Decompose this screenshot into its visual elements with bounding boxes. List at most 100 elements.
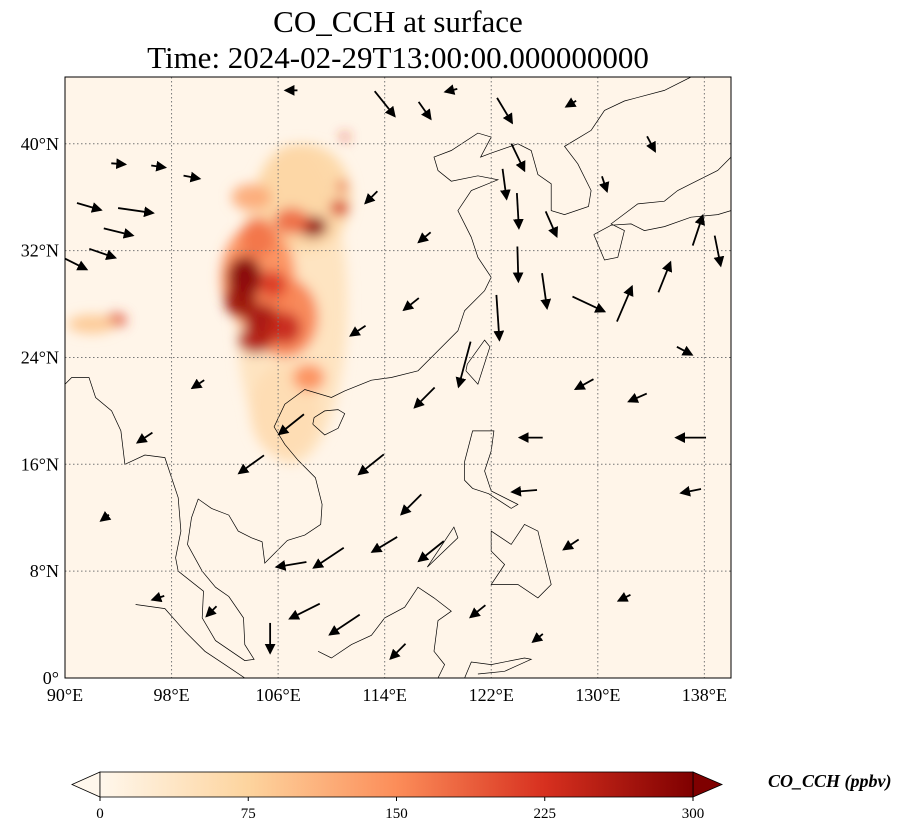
coastline — [135, 604, 245, 678]
coastline — [427, 526, 459, 568]
wind-arrow — [627, 392, 648, 403]
coastline — [490, 523, 552, 599]
concentration-patch — [240, 217, 276, 258]
wind-arrow — [413, 386, 436, 409]
y-tick-label: 0° — [43, 668, 59, 688]
wind-arrow — [312, 547, 345, 569]
concentration-patch — [330, 199, 349, 216]
y-tick-label: 40°N — [21, 134, 59, 154]
y-tick-label: 24°N — [21, 347, 59, 367]
colorbar-extend-min — [71, 771, 101, 798]
wind-arrow — [370, 536, 398, 553]
wind-arrow — [496, 97, 513, 125]
wind-arrow — [512, 246, 524, 284]
wind-arrow — [417, 231, 432, 244]
wind-arrow — [598, 176, 610, 194]
wind-arrow — [103, 227, 135, 239]
colorbar-tick-label: 300 — [682, 806, 705, 822]
coastline — [312, 409, 346, 436]
concentration-patch — [238, 326, 273, 354]
colorbar-label: CO_CCH (ppbv) — [768, 771, 892, 792]
wind-arrow — [679, 485, 702, 497]
wind-arrow — [373, 90, 396, 118]
wind-arrow — [99, 511, 112, 522]
wind-arrow — [510, 143, 526, 173]
wind-arrow — [417, 101, 432, 121]
subtitle-line: Time: 2024-02-29T13:00:00.000000000 — [147, 40, 649, 75]
wind-arrow — [417, 540, 445, 563]
coastline — [465, 339, 491, 385]
coastlines — [65, 77, 731, 678]
wind-arrow — [190, 378, 205, 390]
wind-arrow — [531, 632, 544, 644]
wind-arrow — [564, 97, 577, 108]
wind-arrow — [443, 84, 458, 95]
y-tick-label: 8°N — [30, 561, 59, 581]
wind-arrow — [364, 190, 378, 205]
wind-arrow — [117, 206, 155, 218]
chart-title: CO_CCH at surface Time: 2024-02-29T13:00… — [0, 4, 796, 76]
map-background — [65, 77, 731, 678]
wind-arrow — [277, 413, 305, 436]
wind-arrow — [328, 613, 361, 636]
concentration-patch — [336, 181, 348, 192]
colorbar-tick-label: 75 — [241, 806, 256, 822]
wind-arrow — [135, 431, 153, 444]
wind-arrow — [455, 341, 472, 389]
colorbar-tick-label: 225 — [534, 806, 557, 822]
wind-arrow — [676, 345, 694, 356]
colorbar-bar — [99, 771, 694, 798]
wind-arrow — [540, 273, 552, 310]
wind-arrow — [349, 325, 367, 337]
x-tick-label: 114°E — [362, 685, 407, 705]
wind-arrow — [493, 294, 505, 342]
wind-arrow — [469, 604, 486, 619]
wind-arrow — [274, 560, 307, 571]
coastline — [623, 677, 652, 678]
wind-arrow — [288, 602, 321, 620]
coastline — [65, 77, 692, 661]
colorbar: 0 75 150 225 300 CO_CCH (ppbv) — [71, 771, 892, 822]
wind-arrow — [562, 538, 580, 551]
concentration-patch — [274, 207, 309, 235]
wind-arrow — [572, 295, 607, 313]
axis-ticks: 90°E 98°E 106°E 114°E 122°E 130°E 138°E 0° 8°N 16… — [21, 134, 727, 705]
wind-arrow — [237, 454, 265, 475]
y-tick-label: 16°N — [21, 454, 59, 474]
concentration-patch — [67, 314, 116, 334]
wind-arrow — [691, 213, 705, 246]
x-tick-label: 98°E — [153, 685, 189, 705]
wind-arrow — [646, 135, 656, 153]
concentration-patch — [340, 133, 349, 142]
coastline — [593, 156, 731, 261]
wind-arrow — [76, 202, 103, 213]
wind-arrow — [65, 257, 89, 271]
x-tick-label: 130°E — [575, 685, 620, 705]
wind-vectors — [65, 84, 725, 661]
wind-arrow — [544, 211, 558, 239]
coastline — [464, 657, 533, 678]
x-tick-label: 138°E — [682, 685, 727, 705]
wind-arrow — [402, 297, 420, 312]
concentration-patch — [231, 183, 272, 211]
coastline — [464, 430, 519, 509]
concentration-patch — [292, 364, 325, 391]
wind-arrow — [616, 284, 634, 322]
wind-arrow — [183, 171, 202, 183]
wind-arrow — [357, 453, 385, 476]
colorbar-tick-label: 150 — [385, 806, 408, 822]
wind-arrow — [512, 193, 524, 230]
x-tick-label: 122°E — [469, 685, 514, 705]
wind-arrow — [510, 485, 538, 497]
concentration-patch — [268, 312, 301, 345]
wind-arrow — [616, 592, 631, 602]
wind-arrow — [150, 591, 165, 603]
wind-arrow — [111, 158, 128, 170]
concentration-patch — [259, 270, 287, 298]
wind-arrow — [389, 643, 407, 661]
wind-arrow — [205, 605, 218, 618]
colorbar-extend-max — [692, 771, 724, 798]
coastline — [317, 586, 452, 678]
wind-arrow — [151, 160, 168, 172]
concentration-patch — [224, 282, 257, 318]
